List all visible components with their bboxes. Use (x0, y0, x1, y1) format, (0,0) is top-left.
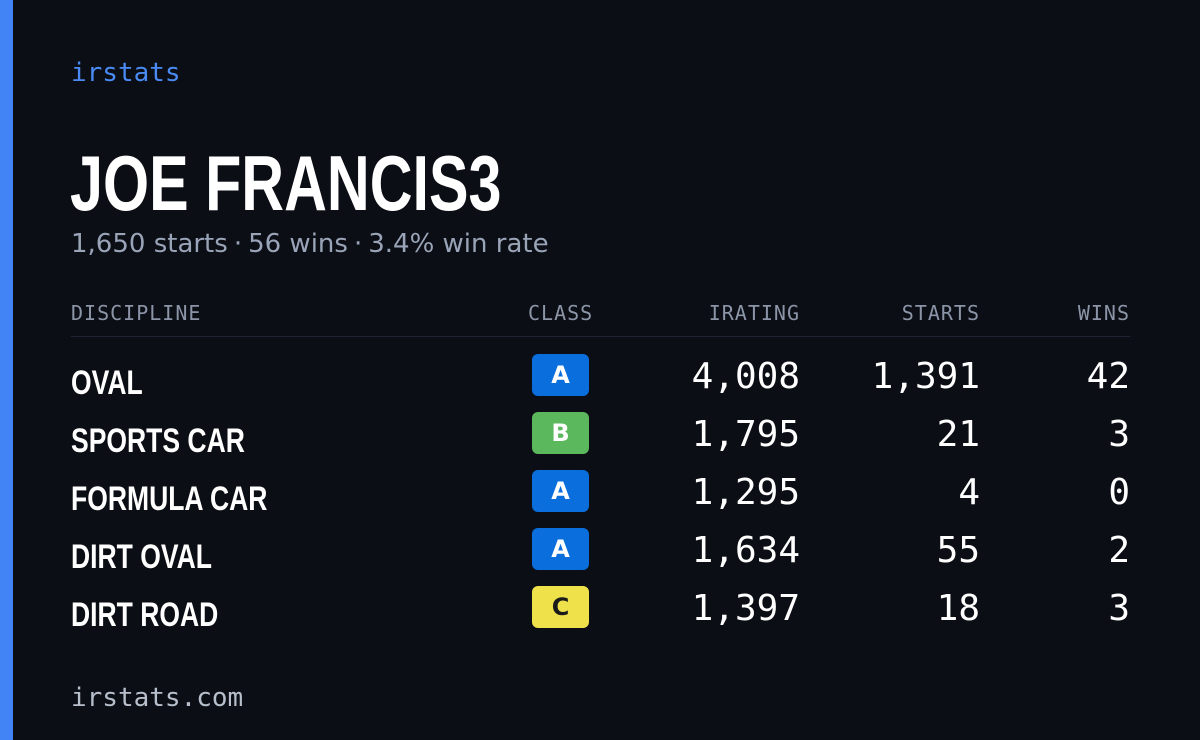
discipline-name: DIRT ROAD (71, 596, 219, 634)
table-row: DIRT ROAD C 1,397 18 3 (0, 586, 1200, 644)
discipline-name: OVAL (71, 364, 143, 402)
discipline-name: SPORTS CAR (71, 422, 245, 460)
summary-separator: · (233, 229, 243, 259)
irating-value: 1,397 (691, 588, 800, 629)
starts-value: 55 (936, 530, 980, 571)
summary-separator: · (353, 229, 363, 259)
summary-wins: 56 wins (248, 229, 348, 259)
starts-value: 1,391 (871, 356, 980, 397)
starts-value: 21 (936, 414, 980, 455)
brand-logo[interactable]: irstats (71, 58, 181, 88)
license-class-badge: A (532, 354, 589, 396)
summary-starts: 1,650 starts (71, 229, 228, 259)
accent-bar (0, 0, 13, 740)
license-class-badge: A (532, 528, 589, 570)
summary-win-rate: 3.4% win rate (368, 229, 549, 259)
irating-value: 4,008 (691, 356, 800, 397)
license-class-badge: C (532, 586, 589, 628)
wins-value: 42 (1086, 356, 1130, 397)
irating-value: 1,295 (691, 472, 800, 513)
starts-value: 4 (958, 472, 980, 513)
driver-name: JOE FRANCIS3 (70, 139, 502, 227)
column-header-discipline: DISCIPLINE (71, 301, 202, 325)
wins-value: 2 (1108, 530, 1130, 571)
wins-value: 3 (1108, 588, 1130, 629)
starts-value: 18 (936, 588, 980, 629)
driver-summary: 1,650 starts · 56 wins · 3.4% win rate (71, 226, 549, 262)
wins-value: 3 (1108, 414, 1130, 455)
discipline-name: DIRT OVAL (71, 538, 212, 576)
table-row: OVAL A 4,008 1,391 42 (0, 354, 1200, 412)
table-row: FORMULA CAR A 1,295 4 0 (0, 470, 1200, 528)
header-divider (71, 336, 1130, 337)
license-class-badge: A (532, 470, 589, 512)
column-header-wins: WINS (1077, 301, 1130, 325)
column-header-irating: IRATING (708, 301, 800, 325)
irating-value: 1,634 (691, 530, 800, 571)
license-class-badge: B (532, 412, 589, 454)
discipline-name: FORMULA CAR (71, 480, 268, 518)
table-row: DIRT OVAL A 1,634 55 2 (0, 528, 1200, 586)
irating-value: 1,795 (691, 414, 800, 455)
footer-url[interactable]: irstats.com (71, 683, 244, 713)
wins-value: 0 (1108, 472, 1130, 513)
column-header-class: CLASS (528, 301, 594, 325)
column-header-starts: STARTS (901, 301, 980, 325)
table-row: SPORTS CAR B 1,795 21 3 (0, 412, 1200, 470)
